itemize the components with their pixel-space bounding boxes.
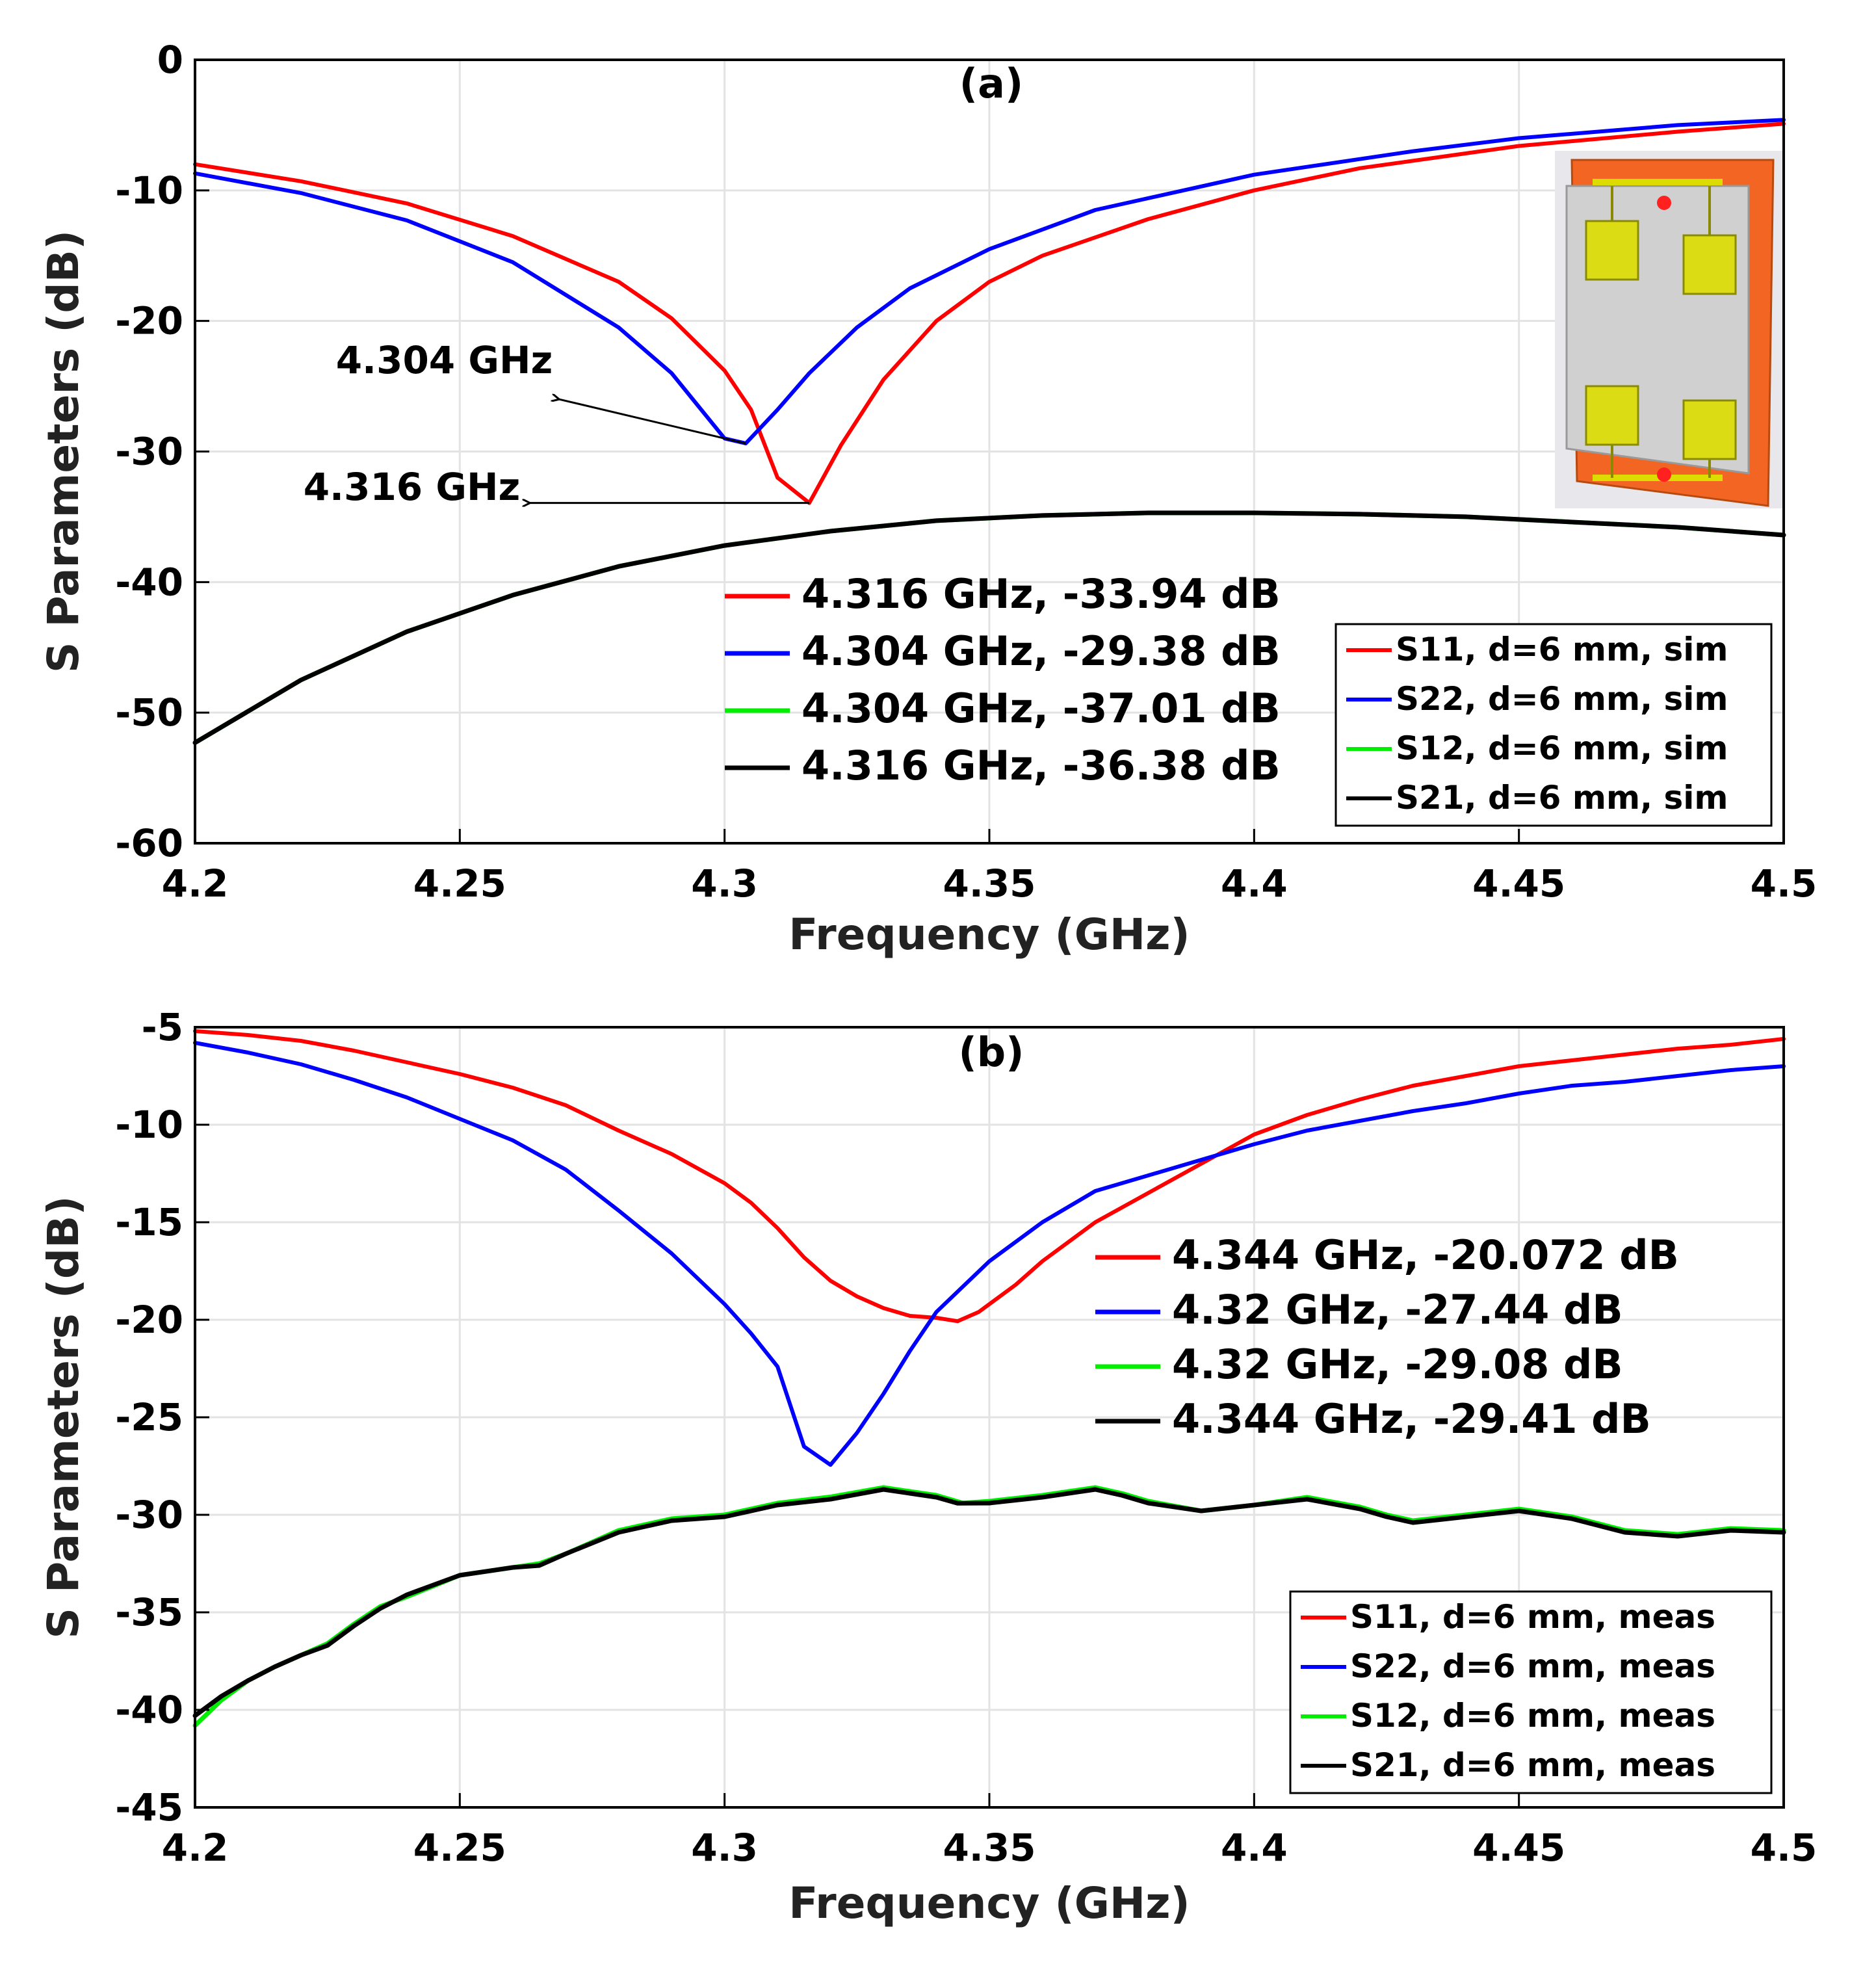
x-tick-label-2: 4.3 bbox=[691, 861, 758, 906]
panel-b-y-axis-label: S Parameters (dB) bbox=[38, 1196, 88, 1638]
x-tick-label-3: 4.35 bbox=[943, 861, 1036, 906]
legend-box bbox=[1289, 1590, 1773, 1794]
legend-entry-1: S22, d=6 mm, sim bbox=[1396, 680, 1728, 718]
x-tick-label-5: 4.45 bbox=[1472, 1826, 1565, 1870]
x-tick-label-3: 4.35 bbox=[943, 1826, 1036, 1870]
series-line-s11 bbox=[193, 122, 1786, 505]
x-tick-label-6: 4.5 bbox=[1751, 861, 1817, 906]
marker-readout-1: 4.32 GHz, -27.44 dB bbox=[1172, 1286, 1623, 1333]
panel-a-annotations: 4.304 GHz 4.316 GHz bbox=[304, 338, 810, 509]
series-line-s22 bbox=[193, 1041, 1786, 1467]
panel-a-marker-readout: 4.316 GHz, -33.94 dB 4.304 GHz, -29.38 dB… bbox=[725, 570, 1281, 789]
legend-entry-0: S11, d=6 mm, sim bbox=[1396, 631, 1728, 668]
marker-readout-3: 4.344 GHz, -29.41 dB bbox=[1172, 1395, 1651, 1443]
x-tick-label-0: 4.2 bbox=[162, 1826, 229, 1870]
panel-b-x-axis-label: Frequency (GHz) bbox=[788, 1878, 1190, 1928]
y-tick-label-0: 0 bbox=[157, 38, 183, 82]
x-tick-label-5: 4.45 bbox=[1472, 861, 1565, 906]
y-tick-label-3: -30 bbox=[115, 430, 183, 474]
x-tick-label-4: 4.4 bbox=[1221, 861, 1288, 906]
inset-port-2 bbox=[1657, 467, 1671, 482]
panel-b-chart: 4.2 4.25 4.3 4.35 4.4 4.45 4.5 -5 -10 -15 -20 -25 -3… bbox=[38, 1005, 1817, 1928]
y-tick-label-8: -45 bbox=[115, 1785, 183, 1829]
marker-readout-3: 4.316 GHz, -36.38 dB bbox=[801, 742, 1281, 789]
x-tick-label-1: 4.25 bbox=[413, 1826, 506, 1870]
x-tick-label-0: 4.2 bbox=[162, 861, 229, 906]
legend-entry-3: S21, d=6 mm, meas bbox=[1350, 1746, 1715, 1784]
series-line-s21 bbox=[192, 510, 1786, 745]
y-tick-label-3: -20 bbox=[115, 1298, 183, 1342]
panel-b-legend: S11, d=6 mm, meas S22, d=6 mm, meas S12, d… bbox=[1289, 1590, 1773, 1794]
y-tick-label-5: -50 bbox=[115, 690, 183, 735]
legend-entry-1: S22, d=6 mm, meas bbox=[1350, 1647, 1715, 1685]
x-tick-label-4: 4.4 bbox=[1221, 1826, 1288, 1870]
y-tick-label-6: -60 bbox=[115, 821, 183, 865]
inset-port-1 bbox=[1657, 196, 1671, 210]
x-tick-label-6: 4.5 bbox=[1751, 1826, 1817, 1870]
inset-patch-top-right bbox=[1682, 234, 1737, 295]
marker-readout-1: 4.304 GHz, -29.38 dB bbox=[801, 627, 1281, 675]
x-tick-label-2: 4.3 bbox=[691, 1826, 758, 1870]
panel-a-x-axis-label: Frequency (GHz) bbox=[788, 910, 1190, 960]
antenna-inset-image bbox=[1555, 151, 1782, 508]
marker-readout-2: 4.304 GHz, -37.01 dB bbox=[801, 685, 1281, 732]
legend-entry-0: S11, d=6 mm, meas bbox=[1350, 1598, 1715, 1636]
y-tick-label-2: -20 bbox=[115, 299, 183, 343]
y-tick-label-4: -40 bbox=[115, 560, 183, 604]
marker-readout-0: 4.344 GHz, -20.072 dB bbox=[1172, 1231, 1679, 1279]
panel-b-tick-labels: 4.2 4.25 4.3 4.35 4.4 4.45 4.5 -5 -10 -15 -20 -25 -3… bbox=[115, 1005, 1817, 1870]
marker-readout-2: 4.32 GHz, -29.08 dB bbox=[1172, 1341, 1623, 1388]
y-tick-label-4: -25 bbox=[115, 1395, 183, 1439]
panel-b-label: (b) bbox=[958, 1029, 1024, 1076]
legend-box bbox=[1335, 623, 1773, 827]
panel-a-legend: S11, d=6 mm, sim S22, d=6 mm, sim S12, d=6… bbox=[1335, 623, 1773, 827]
annotation-4304-ghz: 4.304 GHz bbox=[336, 338, 553, 382]
marker-readout-0: 4.316 GHz, -33.94 dB bbox=[801, 570, 1281, 618]
inset-patch-bottom-right bbox=[1682, 399, 1737, 460]
y-tick-label-7: -40 bbox=[115, 1688, 183, 1732]
panel-a-tick-labels: 4.2 4.25 4.3 4.35 4.4 4.45 4.5 0 -10 -20 -30 -40 -50… bbox=[115, 38, 1817, 906]
y-tick-label-5: -30 bbox=[115, 1493, 183, 1537]
series-line-s22 bbox=[193, 118, 1786, 445]
y-tick-label-6: -35 bbox=[115, 1590, 183, 1634]
annotation-4316-ghz: 4.316 GHz bbox=[304, 465, 521, 509]
panel-b-series-lines bbox=[192, 1029, 1786, 1728]
panel-a-y-axis-label: S Parameters (dB) bbox=[38, 230, 88, 673]
panel-a-label: (a) bbox=[959, 60, 1024, 107]
legend-entry-2: S12, d=6 mm, meas bbox=[1350, 1697, 1715, 1735]
panel-a-series-lines bbox=[192, 118, 1786, 745]
y-tick-label-0: -5 bbox=[142, 1005, 183, 1049]
annotation-4304-arrow bbox=[559, 399, 746, 445]
y-tick-label-1: -10 bbox=[115, 168, 183, 213]
panel-b-marker-readout: 4.344 GHz, -20.072 dB 4.32 GHz, -27.44 dB… bbox=[1095, 1231, 1679, 1443]
panel-a-chart: 4.2 4.25 4.3 4.35 4.4 4.45 4.5 0 -10 -20 -30 -40 -50… bbox=[38, 38, 1817, 960]
inset-patch-bottom-left bbox=[1585, 385, 1639, 446]
x-tick-label-1: 4.25 bbox=[413, 861, 506, 906]
legend-entry-2: S12, d=6 mm, sim bbox=[1396, 729, 1728, 767]
y-tick-label-1: -10 bbox=[115, 1103, 183, 1147]
inset-patch-top-left bbox=[1585, 220, 1639, 281]
legend-entry-3: S21, d=6 mm, sim bbox=[1396, 779, 1728, 817]
series-line-s21 bbox=[192, 1487, 1786, 1718]
series-line-s11 bbox=[193, 1029, 1786, 1324]
y-tick-label-2: -15 bbox=[115, 1200, 183, 1244]
